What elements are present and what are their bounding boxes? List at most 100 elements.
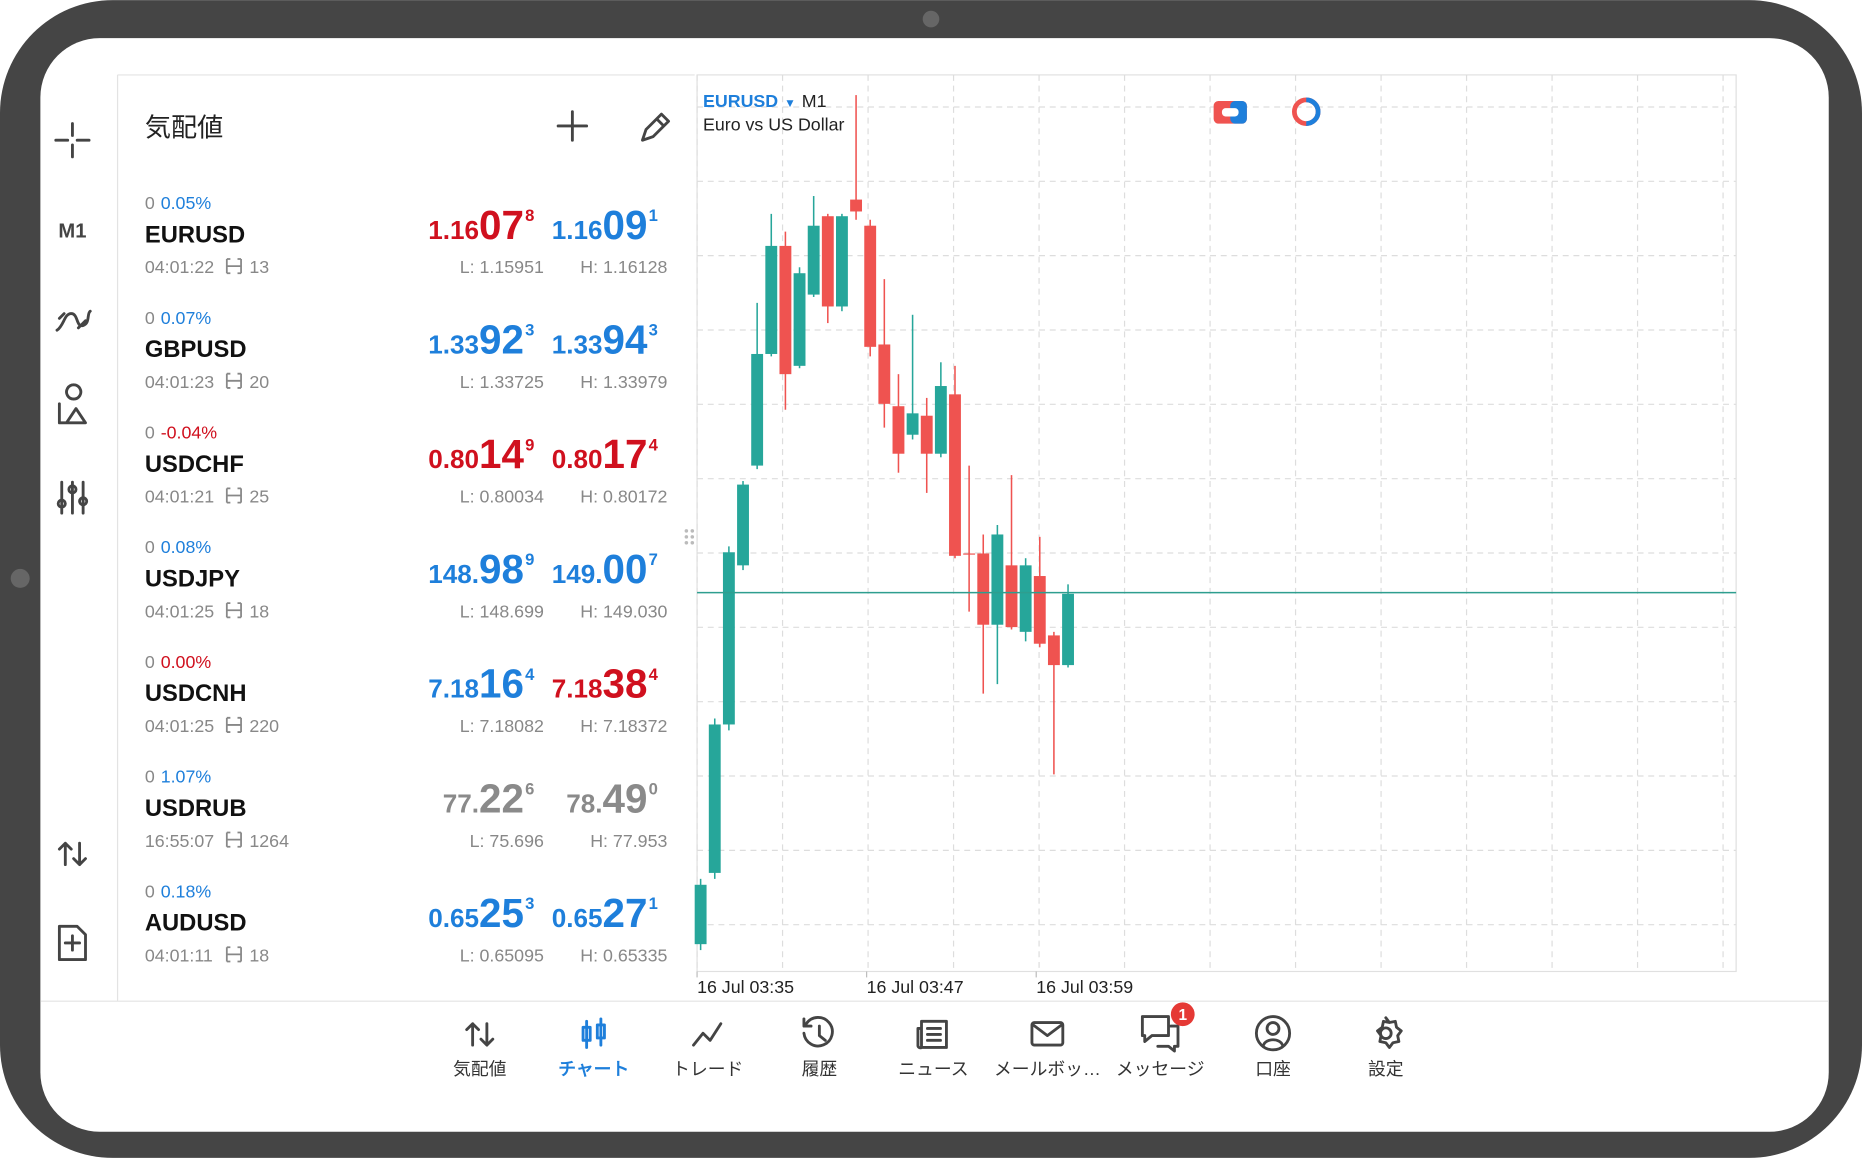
nav-icon[interactable] [692, 1022, 723, 1047]
low: L: 1.15951 [460, 257, 544, 277]
price-big: 94 [603, 316, 648, 362]
candle-body [920, 415, 933, 454]
price-prefix: 149. [552, 559, 603, 589]
resize-handle[interactable] [684, 529, 695, 545]
add-icon[interactable] [556, 110, 589, 142]
ask-price: 1.16091 [552, 202, 658, 248]
nav-icon[interactable] [1376, 1016, 1403, 1049]
nav-icon[interactable] [916, 1019, 948, 1050]
nav-icon[interactable] [581, 1017, 606, 1049]
bid-price: 1.16078 [428, 202, 534, 248]
price-pip: 9 [525, 435, 534, 454]
one-click-icon[interactable] [1213, 101, 1247, 124]
timeframe-button[interactable]: M1 [58, 221, 86, 243]
price-pip: 1 [649, 206, 658, 225]
change-pct: 0.07% [161, 308, 212, 328]
change-line: 0 0.18% [145, 881, 211, 901]
candle-body [708, 724, 721, 873]
change: 0 [145, 652, 155, 672]
change-pct: 0.00% [161, 652, 212, 672]
nav-label[interactable]: 気配値 [453, 1059, 507, 1079]
time: 04:01:22 [145, 257, 214, 277]
candle-body [977, 553, 990, 625]
change-line: 0 1.07% [145, 767, 211, 787]
bid-price: 1.33923 [428, 316, 534, 362]
nav-label-active[interactable]: チャート [558, 1059, 629, 1079]
signal-icon[interactable] [1292, 97, 1321, 126]
spread-icon [225, 372, 242, 389]
nav-label[interactable]: 履歴 [802, 1059, 838, 1079]
change: 0 [145, 423, 155, 443]
low: L: 75.696 [470, 831, 544, 851]
price-big: 25 [479, 890, 524, 936]
candle-body [765, 245, 778, 354]
settings-icon[interactable] [56, 480, 89, 515]
badge [1170, 1002, 1195, 1027]
quote-row[interactable]: 0 0.08% USDJPY 04:01:25 18 148.989 L: 148.699 1… [145, 537, 668, 621]
candle-body [807, 225, 820, 295]
spread: 13 [249, 257, 269, 277]
nav-icon[interactable] [1140, 1015, 1180, 1053]
candle-body [1047, 635, 1060, 666]
symbol: USDJPY [145, 565, 240, 592]
high: H: 0.65335 [580, 945, 667, 965]
nav-label[interactable]: 口座 [1255, 1059, 1291, 1079]
spread: 20 [249, 372, 269, 392]
nav-label[interactable]: ニュース [898, 1059, 968, 1079]
low: L: 0.65095 [460, 945, 544, 965]
edit-icon[interactable] [641, 112, 670, 142]
ask-price: 0.80174 [552, 431, 659, 477]
price-big: 00 [603, 546, 648, 592]
nav-label[interactable]: トレード [672, 1059, 743, 1079]
chart-frame [696, 74, 1737, 973]
price-prefix: 7.18 [428, 674, 479, 704]
price-prefix: 0.80 [552, 444, 603, 474]
nav-icon[interactable] [465, 1022, 495, 1047]
bid-price: 0.80149 [428, 431, 534, 477]
objects-icon[interactable] [57, 383, 87, 425]
candle-body [892, 406, 905, 454]
candle-body [836, 216, 848, 307]
symbol: AUDUSD [145, 910, 247, 937]
symbol: USDCNH [145, 680, 247, 707]
price-pip: 8 [525, 206, 534, 225]
trade-arrows-icon[interactable] [57, 841, 87, 867]
dropdown-caret[interactable]: ▼ [784, 96, 796, 110]
chart-symbol[interactable]: EURUSD [703, 91, 778, 111]
candle-body [906, 413, 919, 435]
new-doc-icon[interactable] [57, 924, 87, 962]
nav-icon[interactable] [1254, 1015, 1292, 1052]
side-dot [10, 568, 30, 588]
price-prefix: 148. [428, 559, 479, 589]
candles [694, 95, 1737, 951]
quote-row[interactable]: 0 1.07% USDRUB 16:55:07 1264 77.226 L: 75.696 7… [145, 767, 668, 851]
change-line: 0 0.07% [145, 308, 211, 328]
indicator-icon[interactable] [55, 309, 92, 332]
price-prefix: 1.16 [552, 215, 603, 245]
candle-body [1033, 576, 1046, 644]
candle-body [850, 199, 863, 212]
nav-label[interactable]: メールボッ… [994, 1059, 1101, 1079]
high: H: 1.16128 [580, 257, 667, 277]
ask-price: 1.33943 [552, 316, 658, 362]
candle-body [737, 484, 749, 566]
time: 04:01:25 [145, 716, 214, 736]
spread-icon [225, 831, 242, 848]
nav-icon[interactable] [802, 1016, 834, 1048]
candle-body [1019, 565, 1032, 632]
nav-label[interactable]: メッセージ [1116, 1059, 1205, 1079]
symbol: GBPUSD [145, 336, 247, 363]
crosshair-icon[interactable] [54, 122, 91, 159]
x-tick-label: 16 Jul 03:35 [697, 977, 794, 997]
nav-label[interactable]: 設定 [1368, 1059, 1404, 1079]
nav-icon[interactable] [1030, 1021, 1065, 1047]
chart-header[interactable]: EURUSD ▼ M1 [703, 91, 827, 111]
